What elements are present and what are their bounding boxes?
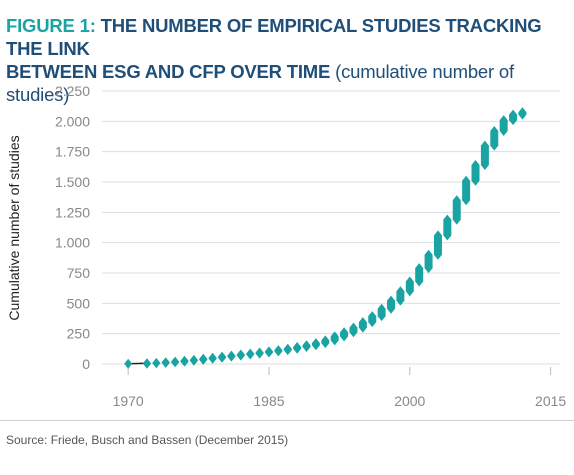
data-point	[415, 263, 424, 287]
y-tick-label: 250	[67, 326, 91, 342]
data-point	[264, 346, 273, 358]
data-point	[236, 349, 245, 361]
data-point	[443, 214, 452, 241]
data-point	[152, 357, 161, 369]
data-point	[227, 350, 236, 362]
data-point	[452, 195, 461, 225]
y-axis-label: Cumulative number of studies	[6, 135, 22, 320]
y-tick-label: 2.250	[55, 83, 90, 99]
footer-divider	[0, 420, 574, 421]
figure-label: FIGURE 1:	[6, 15, 96, 36]
data-point	[480, 140, 489, 171]
data-point	[330, 331, 339, 346]
data-point	[396, 286, 405, 306]
data-point	[180, 355, 189, 367]
data-point	[218, 351, 227, 363]
data-points	[124, 107, 527, 369]
data-point	[246, 348, 255, 360]
y-tick-label: 1.000	[55, 235, 90, 251]
data-point	[518, 107, 527, 120]
data-point	[124, 358, 133, 369]
data-point	[349, 322, 358, 338]
chart: 0 250 500 750 1.000 1.250 1.500 1.750 2.000 2.250…	[6, 83, 566, 409]
x-tick-label: 2000	[394, 393, 425, 409]
x-tick-label: 1985	[253, 393, 284, 409]
data-point	[255, 347, 264, 359]
data-point	[387, 295, 396, 314]
data-point	[377, 303, 386, 322]
data-point	[471, 160, 480, 186]
y-tick-label: 1.500	[55, 174, 90, 190]
title-line-2: BETWEEN ESG AND CFP OVER TIME	[6, 61, 331, 82]
data-point	[302, 340, 311, 353]
data-point	[368, 311, 377, 328]
data-point	[490, 126, 499, 151]
chart-title: FIGURE 1: THE NUMBER OF EMPIRICAL STUDIE…	[6, 14, 566, 106]
data-point	[274, 345, 283, 357]
y-tick-label: 1.750	[55, 144, 90, 160]
y-tick-label: 500	[67, 295, 91, 311]
data-point	[358, 317, 367, 333]
data-point	[199, 353, 208, 365]
x-tick-label: 1970	[113, 393, 144, 409]
y-tick-label: 1.250	[55, 204, 90, 220]
data-point	[142, 358, 151, 369]
y-axis-ticks: 0 250 500 750 1.000 1.250 1.500 1.750 2.000 2.250	[55, 83, 90, 372]
chart-subtitle: (cumulative number of studies)	[6, 61, 514, 105]
data-point	[293, 342, 302, 354]
source-note: Source: Friede, Busch and Bassen (Decemb…	[6, 433, 289, 447]
data-point	[208, 352, 217, 364]
data-point	[161, 357, 170, 368]
gridlines	[102, 90, 560, 365]
data-point	[424, 249, 433, 274]
y-tick-label: 750	[67, 265, 91, 281]
data-point	[171, 356, 180, 368]
data-point	[283, 343, 292, 356]
data-point	[311, 338, 320, 351]
data-point	[405, 276, 414, 297]
data-point	[499, 115, 508, 137]
x-axis-ticks: 1970 1985 2000 2015	[113, 367, 566, 409]
data-point	[462, 175, 471, 206]
y-tick-label: 2.000	[55, 113, 90, 129]
x-tick-label: 2015	[535, 393, 566, 409]
y-tick-label: 0	[82, 356, 90, 372]
data-point	[433, 230, 442, 260]
data-point	[321, 335, 330, 349]
title-line-1: THE NUMBER OF EMPIRICAL STUDIES TRACKING…	[6, 15, 542, 59]
data-point	[189, 354, 198, 366]
data-point	[340, 327, 349, 342]
data-point	[509, 109, 518, 126]
